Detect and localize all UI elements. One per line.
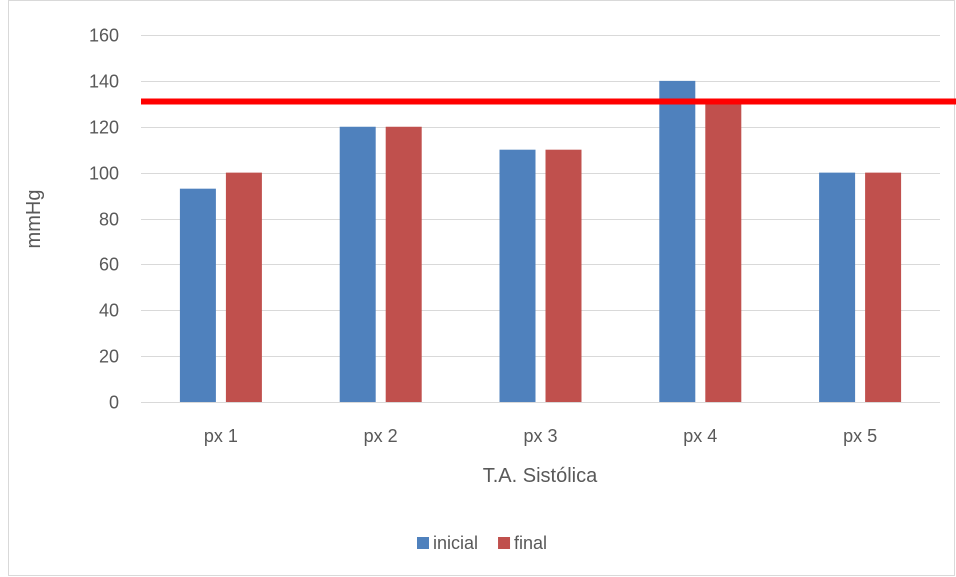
bar-inicial-px-1 <box>179 188 216 402</box>
chart-frame <box>8 0 955 576</box>
y-tick-label: 140 <box>89 72 119 92</box>
x-tick-label: px 2 <box>364 426 398 446</box>
bar-final-px-5 <box>865 172 902 402</box>
x-tick-label: px 5 <box>843 426 877 446</box>
bar-inicial-px-2 <box>339 126 376 402</box>
legend-label-inicial: inicial <box>433 533 478 553</box>
x-tick-label: px 4 <box>683 426 717 446</box>
y-axis-title: mmHg <box>23 190 45 249</box>
bar-inicial-px-4 <box>659 80 696 402</box>
y-tick-label: 0 <box>109 393 119 413</box>
x-tick-label: px 1 <box>204 426 238 446</box>
legend: inicial final <box>417 533 547 553</box>
bar-final-px-2 <box>385 126 422 402</box>
bar-final-px-1 <box>225 172 262 402</box>
x-axis-title: T.A. Sistólica <box>483 465 598 487</box>
gridlines <box>141 35 940 403</box>
x-axis-ticks: px 1 px 2 px 3 px 4 px 5 <box>204 426 877 446</box>
y-tick-label: 60 <box>99 255 119 275</box>
x-tick-label: px 3 <box>523 426 557 446</box>
y-tick-label: 100 <box>89 164 119 184</box>
legend-label-final: final <box>514 533 547 553</box>
y-tick-label: 160 <box>89 26 119 46</box>
y-axis-ticks: 0 20 40 60 80 100 120 140 160 <box>89 26 119 413</box>
bar-final-px-3 <box>545 149 582 402</box>
legend-swatch-inicial <box>417 537 429 549</box>
bars <box>179 80 902 402</box>
y-tick-label: 80 <box>99 210 119 230</box>
legend-swatch-final <box>498 537 511 549</box>
bar-final-px-4 <box>705 103 742 402</box>
y-tick-label: 20 <box>99 347 119 367</box>
bar-inicial-px-5 <box>819 172 856 402</box>
y-tick-label: 40 <box>99 301 119 321</box>
y-tick-label: 120 <box>89 118 119 138</box>
bar-inicial-px-3 <box>499 149 536 402</box>
